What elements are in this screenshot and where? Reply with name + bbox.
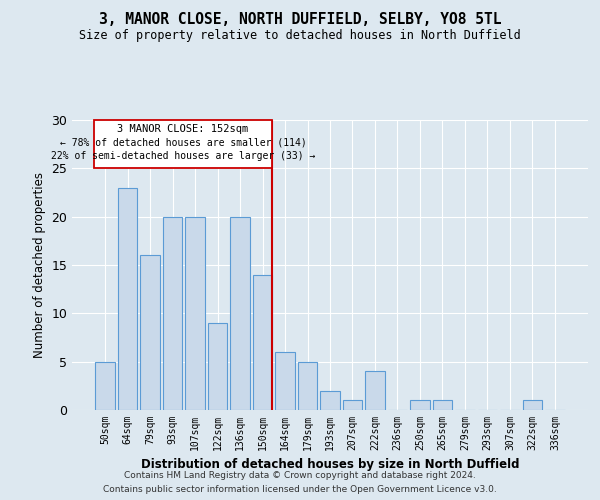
Bar [410,400,430,410]
Bar [118,188,137,410]
Bar [230,216,250,410]
Bar [185,216,205,410]
Text: ← 78% of detached houses are smaller (114): ← 78% of detached houses are smaller (11… [59,137,306,147]
Bar [433,400,452,410]
Bar [365,372,385,410]
Bar [298,362,317,410]
Bar [140,256,160,410]
Y-axis label: Number of detached properties: Number of detached properties [33,172,46,358]
Text: 22% of semi-detached houses are larger (33) →: 22% of semi-detached houses are larger (… [51,151,315,161]
Text: Contains HM Land Registry data © Crown copyright and database right 2024.: Contains HM Land Registry data © Crown c… [124,472,476,480]
X-axis label: Distribution of detached houses by size in North Duffield: Distribution of detached houses by size … [141,458,519,471]
Bar [275,352,295,410]
Bar [94,120,272,168]
Text: 3, MANOR CLOSE, NORTH DUFFIELD, SELBY, YO8 5TL: 3, MANOR CLOSE, NORTH DUFFIELD, SELBY, Y… [99,12,501,28]
Text: 3 MANOR CLOSE: 152sqm: 3 MANOR CLOSE: 152sqm [117,124,248,134]
Bar [320,390,340,410]
Bar [253,274,272,410]
Bar [523,400,542,410]
Text: Contains public sector information licensed under the Open Government Licence v3: Contains public sector information licen… [103,484,497,494]
Bar [95,362,115,410]
Bar [208,323,227,410]
Bar [163,216,182,410]
Text: Size of property relative to detached houses in North Duffield: Size of property relative to detached ho… [79,29,521,42]
Bar [343,400,362,410]
